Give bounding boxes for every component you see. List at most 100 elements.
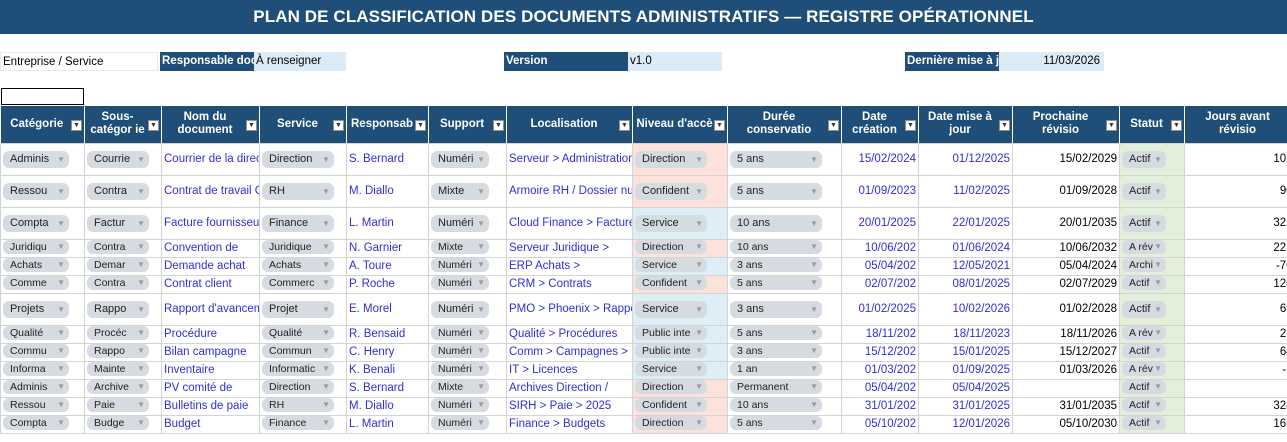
access-cell[interactable]: Confident ▼ <box>632 274 728 294</box>
created-cell[interactable]: 18/11/202 <box>841 324 919 344</box>
cat-cell[interactable]: Adminis ▼ <box>0 142 85 176</box>
created-cell[interactable]: 20/01/2025 <box>841 206 919 240</box>
duration-cell[interactable]: 5 ans ▼ <box>727 324 842 344</box>
filter-dropdown-icon[interactable]: ▼ <box>1106 120 1117 131</box>
support-dropdown[interactable]: Mixte ▼ <box>431 380 489 395</box>
service-cell[interactable]: Direction ▼ <box>259 142 347 176</box>
resp-cell[interactable]: R. Bensaid <box>346 324 429 344</box>
filter-dropdown-icon[interactable]: ▼ <box>148 120 159 131</box>
loc-cell[interactable]: Qualité > Procédures <box>506 324 633 344</box>
next-cell[interactable]: 05/04/2024 <box>1012 256 1120 276</box>
duration-cell[interactable]: Permanent ▼ <box>727 378 842 398</box>
name-cell[interactable]: Facture fournisseur <box>161 206 260 240</box>
filter-dropdown-icon[interactable]: ▼ <box>999 120 1010 131</box>
updated-cell[interactable]: 08/01/2025 <box>918 274 1013 294</box>
access-cell[interactable]: Direction ▼ <box>632 414 728 434</box>
support-cell[interactable]: Mixte ▼ <box>428 238 507 258</box>
next-cell[interactable]: 02/07/2029 <box>1012 274 1120 294</box>
duration-dropdown[interactable]: 5 ans ▼ <box>730 182 822 200</box>
access-cell[interactable]: Service ▼ <box>632 360 728 380</box>
sub-dropdown[interactable]: Contra ▼ <box>87 240 149 255</box>
next-cell[interactable] <box>1012 378 1120 398</box>
days-cell[interactable]: 1209 <box>1184 274 1287 294</box>
cat-cell[interactable]: Projets ▼ <box>0 292 85 326</box>
access-dropdown[interactable]: Direction ▼ <box>635 380 707 395</box>
duration-dropdown[interactable]: 5 ans ▼ <box>730 276 822 291</box>
status-cell[interactable]: Actif ▼ <box>1119 378 1185 398</box>
support-cell[interactable]: Numéri ▼ <box>428 142 507 176</box>
column-header[interactable]: Sous-catégor ie ▼ <box>84 106 162 143</box>
access-cell[interactable]: Direction ▼ <box>632 142 728 176</box>
sub-cell[interactable]: Contra ▼ <box>84 174 162 208</box>
access-dropdown[interactable]: Service ▼ <box>635 362 707 377</box>
next-cell[interactable]: 15/12/2027 <box>1012 342 1120 362</box>
access-dropdown[interactable]: Confident ▼ <box>635 276 707 291</box>
service-cell[interactable]: Finance ▼ <box>259 206 347 240</box>
filter-dropdown-icon[interactable]: ▼ <box>714 120 725 131</box>
updated-value[interactable]: 11/03/2026 <box>999 52 1104 71</box>
support-cell[interactable]: Numéri ▼ <box>428 206 507 240</box>
support-cell[interactable]: Numéri ▼ <box>428 396 507 416</box>
service-cell[interactable]: Finance ▼ <box>259 414 347 434</box>
support-cell[interactable]: Mixte ▼ <box>428 378 507 398</box>
service-cell[interactable]: Direction ▼ <box>259 378 347 398</box>
duration-cell[interactable]: 10 ans ▼ <box>727 396 842 416</box>
next-cell[interactable]: 01/09/2028 <box>1012 174 1120 208</box>
name-cell[interactable]: Contrat de travail CDI - <box>161 174 260 208</box>
filter-dropdown-icon[interactable]: ▼ <box>905 120 916 131</box>
service-cell[interactable]: Commun ▼ <box>259 342 347 362</box>
duration-dropdown[interactable]: Permanent ▼ <box>730 380 822 395</box>
updated-cell[interactable]: 31/01/2025 <box>918 396 1013 416</box>
selected-cell[interactable] <box>1 88 84 105</box>
access-cell[interactable]: Confident ▼ <box>632 396 728 416</box>
status-dropdown[interactable]: Archi ▼ <box>1122 258 1166 273</box>
sub-cell[interactable]: Factur ▼ <box>84 206 162 240</box>
support-dropdown[interactable]: Numéri ▼ <box>431 326 489 341</box>
resp-cell[interactable]: E. Morel <box>346 292 429 326</box>
next-cell[interactable]: 31/01/2035 <box>1012 396 1120 416</box>
access-dropdown[interactable]: Direction ▼ <box>635 240 707 255</box>
cat-dropdown[interactable]: Qualité ▼ <box>3 326 69 341</box>
days-cell[interactable]: 2283 <box>1184 238 1287 258</box>
next-cell[interactable]: 20/01/2035 <box>1012 206 1120 240</box>
resp-cell[interactable]: C. Henry <box>346 342 429 362</box>
status-dropdown[interactable]: Actif ▼ <box>1122 214 1166 232</box>
column-header[interactable]: Date mise à jour ▼ <box>918 106 1013 143</box>
status-cell[interactable]: Actif ▼ <box>1119 142 1185 176</box>
status-cell[interactable]: Actif ▼ <box>1119 396 1185 416</box>
loc-cell[interactable]: PMO > Phoenix > Rapports <box>506 292 633 326</box>
access-dropdown[interactable]: Confident ▼ <box>635 182 707 200</box>
resp-cell[interactable]: M. Diallo <box>346 174 429 208</box>
access-cell[interactable]: Service ▼ <box>632 206 728 240</box>
status-dropdown[interactable]: A rév ▼ <box>1122 326 1166 341</box>
created-cell[interactable]: 15/12/202 <box>841 342 919 362</box>
service-dropdown[interactable]: Commerc ▼ <box>262 276 334 291</box>
name-cell[interactable]: Convention de <box>161 238 260 258</box>
resp-cell[interactable]: S. Bernard <box>346 142 429 176</box>
cat-dropdown[interactable]: Informa ▼ <box>3 362 69 377</box>
sub-cell[interactable]: Contra ▼ <box>84 238 162 258</box>
duration-cell[interactable]: 5 ans ▼ <box>727 142 842 176</box>
sub-dropdown[interactable]: Paie ▼ <box>87 398 149 413</box>
duration-dropdown[interactable]: 10 ans ▼ <box>730 398 822 413</box>
support-cell[interactable]: Numéri ▼ <box>428 274 507 294</box>
created-cell[interactable]: 05/04/202 <box>841 256 919 276</box>
column-header[interactable]: Catégorie ▼ <box>0 106 85 143</box>
status-cell[interactable]: Actif ▼ <box>1119 274 1185 294</box>
support-cell[interactable]: Numéri ▼ <box>428 342 507 362</box>
service-dropdown[interactable]: Finance ▼ <box>262 416 334 431</box>
status-dropdown[interactable]: Actif ▼ <box>1122 344 1166 359</box>
service-dropdown[interactable]: Commun ▼ <box>262 344 334 359</box>
name-cell[interactable]: Courrier de la direction <box>161 142 260 176</box>
service-dropdown[interactable]: RH ▼ <box>262 398 334 413</box>
support-dropdown[interactable]: Numéri ▼ <box>431 300 489 318</box>
name-cell[interactable]: Rapport d'avancement <box>161 292 260 326</box>
loc-cell[interactable]: ERP Achats > <box>506 256 633 276</box>
access-dropdown[interactable]: Confident ▼ <box>635 398 707 413</box>
days-cell[interactable]: -705 <box>1184 256 1287 276</box>
support-dropdown[interactable]: Numéri ▼ <box>431 344 489 359</box>
access-dropdown[interactable]: Public inte ▼ <box>635 326 707 341</box>
access-cell[interactable]: Service ▼ <box>632 292 728 326</box>
sub-cell[interactable]: Paie ▼ <box>84 396 162 416</box>
loc-cell[interactable]: Finance > Budgets <box>506 414 633 434</box>
